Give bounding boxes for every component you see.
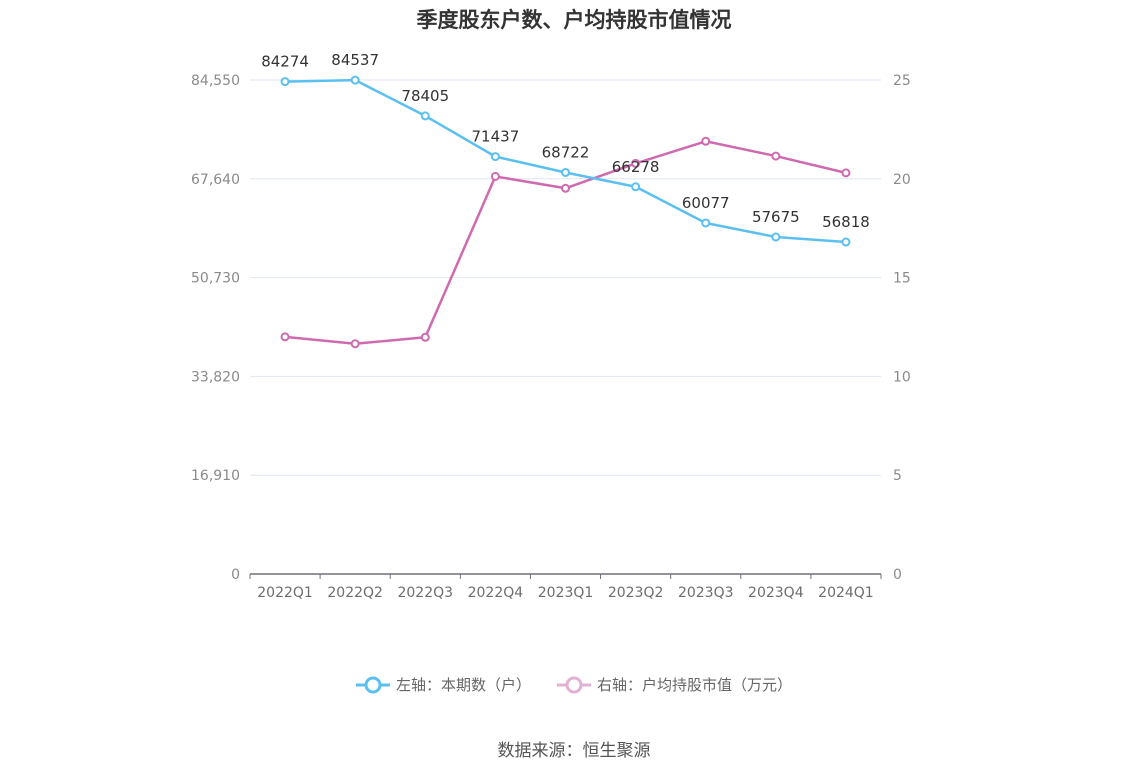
data-point-left [350,75,360,85]
data-point-left [631,182,641,192]
right-axis-tick-label: 15 [893,271,911,287]
x-axis-tick-label: 2023Q2 [608,585,664,601]
data-label: 66278 [612,158,660,176]
axes: 016,91033,82050,73067,64084,550051015202… [191,73,911,601]
legend-label-right-series: 右轴：户均持股市值（万元） [597,676,793,694]
grid-lines [250,79,881,476]
data-point-left [420,111,430,121]
data-point-left [490,152,500,162]
data-point-left [701,218,711,228]
data-point-right [490,171,500,181]
x-axis-tick-label: 2024Q1 [818,585,874,601]
left-axis-tick-label: 67,640 [191,172,240,188]
left-axis-tick-label: 84,550 [191,73,240,89]
data-label: 71437 [472,128,520,146]
x-axis-tick-label: 2022Q1 [257,585,313,601]
x-axis-tick-label: 2023Q4 [748,585,804,601]
legend-label-left-series: 左轴：本期数（户） [395,676,531,694]
data-source: 数据来源：恒生聚源 [497,741,651,761]
data-point-right [701,136,711,146]
legend: 左轴：本期数（户） 右轴：户均持股市值（万元） [0,674,1148,695]
x-axis-tick-label: 2022Q3 [397,585,453,601]
left-axis-tick-label: 33,820 [191,369,240,385]
data-point-right [841,168,851,178]
series [280,75,851,349]
data-point-right [280,332,290,342]
data-point-right [631,158,641,168]
left-axis-tick-label: 50,730 [191,271,240,287]
data-point-right [350,339,360,349]
data-label: 84274 [261,53,309,71]
data-labels: 84274 84537 78405 71437 68722 66278 60077 57675… [261,51,870,231]
right-axis-tick-label: 10 [893,369,911,385]
data-label: 68722 [542,143,590,161]
left-axis-tick-label: 0 [231,567,240,583]
legend-marker-blue-icon [355,676,390,693]
right-axis-tick-label: 25 [893,73,911,89]
data-point-right [771,151,781,161]
data-point-left [561,167,570,177]
x-axis-tick-label: 2022Q2 [327,585,383,601]
data-label: 56818 [822,213,870,231]
data-point-right [420,332,430,342]
x-axis-tick-label: 2023Q1 [538,585,594,601]
data-point-right [561,183,570,193]
legend-item-left-series[interactable]: 左轴：本期数（户） [355,674,531,695]
data-label: 78405 [401,87,449,105]
chart-title: 季度股东户数、户均持股市值情况 [416,8,732,32]
data-point-left [771,232,781,242]
x-axis-tick-label: 2023Q3 [678,585,734,601]
data-label: 60077 [682,194,730,212]
right-axis-tick-label: 20 [893,172,911,188]
data-point-left [841,237,851,247]
left-axis-tick-label: 16,910 [191,468,240,484]
right-axis-tick-label: 0 [893,567,902,583]
data-point-left [280,77,290,87]
data-label: 57675 [752,208,800,226]
legend-marker-pink-icon [557,676,591,693]
legend-item-right-series[interactable]: 右轴：户均持股市值（万元） [557,674,792,695]
right-axis-tick-label: 5 [893,468,902,484]
data-label: 84537 [331,51,379,69]
x-axis-tick-label: 2022Q4 [468,585,524,601]
